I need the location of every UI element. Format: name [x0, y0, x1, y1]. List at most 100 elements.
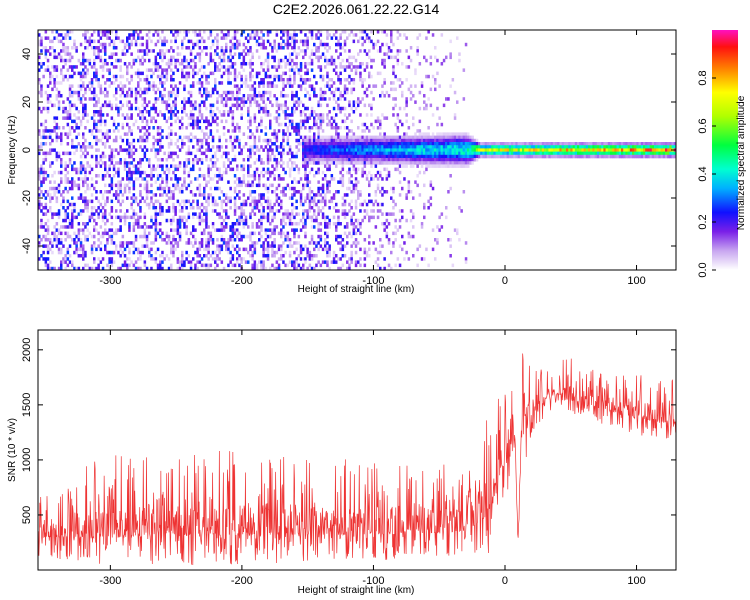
spectrogram-cell: [172, 206, 175, 210]
spectrogram-cell: [348, 151, 351, 156]
spectrogram-cell: [293, 154, 296, 159]
spectrogram-cell: [139, 209, 142, 213]
spectrogram-cell: [258, 42, 261, 47]
spectrogram-cell: [242, 199, 246, 204]
spectrogram-cell: [233, 190, 237, 194]
spectrogram-cell: [343, 225, 347, 229]
spectrogram-cell: [280, 122, 283, 127]
spectrogram-cell: [137, 138, 140, 143]
spectrogram-cell: [379, 151, 382, 156]
spectrogram-cell: [407, 87, 411, 92]
spectrogram-cell: [51, 174, 54, 178]
spectrogram-cell: [335, 122, 338, 127]
spectrogram-cell: [225, 94, 228, 98]
spectrogram-cell: [368, 254, 371, 258]
spectrogram-cell: [148, 225, 151, 229]
spectrogram-cell: [387, 135, 391, 140]
spectrogram-cell: [368, 103, 371, 108]
spectrogram-cell: [174, 113, 177, 117]
spectrogram-cell: [161, 71, 164, 76]
spectrogram-cell: [326, 180, 329, 184]
spectrogram-cell: [376, 202, 380, 207]
spectrogram-cell: [174, 186, 177, 191]
spectrogram-cell: [46, 263, 50, 268]
spectrogram-cell: [368, 158, 371, 162]
spectrogram-cell: [176, 180, 180, 184]
spectrogram-cell: [304, 154, 307, 159]
spectrogram-cell: [57, 247, 61, 252]
spectrogram-cell: [57, 151, 61, 156]
spectrogram-cell: [123, 164, 127, 168]
spectrogram-cell: [172, 238, 175, 242]
spectrogram-cell: [328, 97, 331, 101]
spectrogram-cell: [288, 151, 292, 156]
spectrogram-cell: [374, 142, 378, 146]
figure-title: C2E2.2026.061.22.22.G14: [273, 1, 440, 17]
spectrogram-cell: [299, 65, 303, 69]
spectrogram-cell: [385, 158, 389, 162]
spectrogram-cell: [183, 177, 186, 181]
spectrogram-cell: [352, 225, 356, 229]
spectrogram-cell: [104, 94, 107, 98]
spectrogram-cell: [387, 222, 391, 226]
spectrogram-cell: [374, 138, 378, 143]
spectrogram-cell: [352, 39, 356, 44]
spectrogram-cell: [299, 78, 303, 82]
spectrogram-cell: [99, 241, 103, 245]
spectrogram-cell: [233, 158, 237, 162]
spectrogram-cell: [310, 33, 314, 37]
spectrogram-cell: [172, 218, 175, 223]
spectrogram-cell: [299, 228, 303, 232]
spectrogram-cell: [90, 244, 94, 248]
spectrogram-cell: [354, 177, 358, 181]
spectrogram-cell: [42, 257, 45, 261]
spectrogram-cell: [123, 42, 127, 47]
spectrogram-cell: [339, 145, 342, 149]
spectrogram-cell: [42, 135, 45, 140]
spectrogram-cell: [198, 106, 202, 111]
spectrogram-cell: [187, 161, 191, 165]
spectrogram-cell: [359, 209, 362, 213]
spectrogram-cell: [335, 190, 338, 194]
spectrogram-cell: [291, 119, 294, 124]
spectrogram-cell: [280, 151, 283, 156]
spectrogram-cell: [253, 87, 257, 92]
spectrogram-cell: [409, 164, 413, 168]
spectrogram-cell: [152, 202, 155, 207]
spectrogram-cell: [269, 202, 272, 207]
spectrogram-cell: [123, 46, 127, 50]
spectrogram-cell: [82, 180, 85, 184]
spectrogram-cell: [405, 154, 408, 159]
spectrogram-cell: [198, 103, 202, 108]
spectrogram-cell: [101, 151, 105, 156]
spectrogram-cell: [211, 138, 215, 143]
spectrogram-cell: [185, 58, 188, 63]
spectrogram-cell: [53, 36, 56, 40]
spectrogram-cell: [227, 244, 230, 248]
spectrogram-cell: [328, 244, 331, 248]
spectrogram-cell: [66, 110, 70, 114]
spectrogram-cell: [319, 222, 323, 226]
spectrogram-cell: [132, 33, 136, 37]
spectrogram-cell: [313, 247, 316, 252]
spectrogram-cell: [192, 65, 195, 69]
spectrogram-cell: [194, 158, 197, 162]
spectrogram-cell: [82, 62, 85, 66]
spectrogram-cell: [297, 167, 301, 172]
spectrogram-cell: [284, 42, 287, 47]
spectrogram-cell: [185, 74, 188, 79]
spectrogram-cell: [209, 106, 213, 111]
spectrogram-cell: [370, 122, 373, 127]
spectrogram-cell: [68, 161, 72, 165]
spectrogram-cell: [343, 154, 347, 159]
spectrogram-cell: [93, 46, 96, 50]
spectrogram-cell: [112, 183, 116, 188]
spectrogram-cell: [82, 52, 85, 56]
spectrogram-cell: [357, 167, 360, 172]
spectrogram-cell: [172, 110, 175, 114]
spectrogram-cell: [62, 196, 65, 200]
spectrogram-cell: [108, 174, 111, 178]
spectrogram-cell: [313, 132, 316, 136]
spectrogram-cell: [343, 158, 347, 162]
spectrogram-cell: [189, 180, 193, 184]
